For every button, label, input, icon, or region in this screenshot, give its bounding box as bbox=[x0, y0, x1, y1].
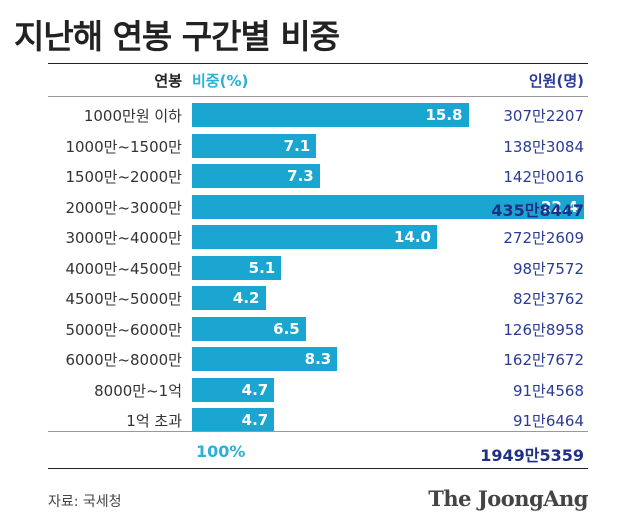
share-value-label: 5.1 bbox=[248, 258, 276, 277]
top-rule bbox=[48, 63, 588, 64]
population-count: 126만8958 bbox=[503, 320, 584, 339]
population-count: 98만7572 bbox=[512, 259, 584, 278]
share-bar: 7.3 bbox=[192, 164, 320, 188]
total-share: 100% bbox=[196, 442, 246, 461]
population-count: 91만6464 bbox=[512, 412, 584, 430]
table-row: 1억 초과 4.7 91만6464 bbox=[0, 406, 640, 434]
population-count: 307만2207 bbox=[503, 107, 584, 125]
share-value-label: 6.5 bbox=[273, 319, 300, 338]
salary-range-label: 5000만~6000만 bbox=[65, 320, 182, 339]
table-row: 1000만~1500만 7.1 138만3084 bbox=[0, 132, 640, 160]
header-rule bbox=[48, 96, 588, 97]
share-bar: 15.8 bbox=[192, 103, 469, 127]
share-bar: 7.1 bbox=[192, 133, 317, 158]
header-population: 인원(명) bbox=[528, 72, 584, 90]
share-bar: 4.7 bbox=[192, 408, 275, 432]
total-rule bbox=[48, 431, 588, 432]
salary-range-label: 1000만~1500만 bbox=[65, 137, 182, 156]
table-row: 4500만~5000만 4.2 82만3762 bbox=[0, 284, 640, 312]
share-bar: 4.2 bbox=[192, 286, 266, 310]
table-row: 2000만~3000만 22.4 435만8447 bbox=[0, 193, 640, 221]
table-row: 1000만원 이하 15.8 307만2207 bbox=[0, 101, 640, 129]
table-row: 3000만~4000만 14.0 272만2609 bbox=[0, 223, 640, 251]
table-row: 4000만~4500만 5.1 98만7572 bbox=[0, 254, 640, 282]
population-count: 435만8447 bbox=[491, 200, 584, 220]
total-population: 1949만5359 bbox=[480, 446, 584, 465]
share-value-label: 4.7 bbox=[241, 380, 269, 399]
population-count: 138만3084 bbox=[503, 137, 584, 156]
salary-range-label: 8000만~1억 bbox=[94, 381, 182, 400]
salary-range-label: 1000만원 이하 bbox=[83, 107, 182, 125]
salary-range-label: 6000만~8000만 bbox=[65, 351, 182, 369]
table-row: 5000만~6000만 6.5 126만8958 bbox=[0, 315, 640, 343]
share-bar: 8.3 bbox=[192, 347, 338, 371]
share-value-label: 4.7 bbox=[241, 411, 269, 429]
salary-range-label: 3000만~4000만 bbox=[65, 229, 182, 247]
salary-range-label: 1500만~2000만 bbox=[65, 168, 182, 186]
page-title: 지난해 연봉 구간별 비중 bbox=[14, 17, 340, 56]
share-value-label: 22.4 bbox=[540, 197, 578, 216]
brand-logo: The JoongAng bbox=[428, 486, 588, 511]
share-bar: 6.5 bbox=[192, 316, 306, 341]
salary-range-label: 4000만~4500만 bbox=[65, 259, 182, 278]
salary-range-label: 1억 초과 bbox=[126, 412, 182, 430]
share-value-label: 7.3 bbox=[287, 167, 314, 185]
table-row: 6000만~8000만 8.3 162만7672 bbox=[0, 345, 640, 373]
table-row: 8000만~1억 4.7 91만4568 bbox=[0, 376, 640, 404]
share-bar: 14.0 bbox=[192, 225, 437, 249]
share-value-label: 7.1 bbox=[283, 136, 311, 155]
population-count: 162만7672 bbox=[503, 351, 584, 369]
share-bar: 5.1 bbox=[192, 255, 282, 280]
population-count: 272만2609 bbox=[503, 229, 584, 247]
share-bar: 4.7 bbox=[192, 377, 275, 402]
share-value-label: 8.3 bbox=[304, 350, 332, 368]
bottom-rule bbox=[48, 468, 588, 469]
header-salary: 연봉 bbox=[154, 72, 182, 90]
share-value-label: 4.2 bbox=[232, 289, 260, 307]
population-count: 142만0016 bbox=[503, 168, 584, 186]
table-row: 1500만~2000만 7.3 142만0016 bbox=[0, 162, 640, 190]
population-count: 91만4568 bbox=[512, 381, 584, 400]
share-bar: 22.4 bbox=[192, 194, 584, 219]
header-share: 비중(%) bbox=[192, 72, 249, 90]
share-value-label: 15.8 bbox=[425, 106, 463, 124]
salary-range-label: 2000만~3000만 bbox=[65, 198, 182, 217]
share-value-label: 14.0 bbox=[393, 228, 431, 246]
population-count: 82만3762 bbox=[512, 290, 584, 308]
source-note: 자료: 국세청 bbox=[48, 494, 122, 510]
salary-range-label: 4500만~5000만 bbox=[65, 290, 182, 308]
